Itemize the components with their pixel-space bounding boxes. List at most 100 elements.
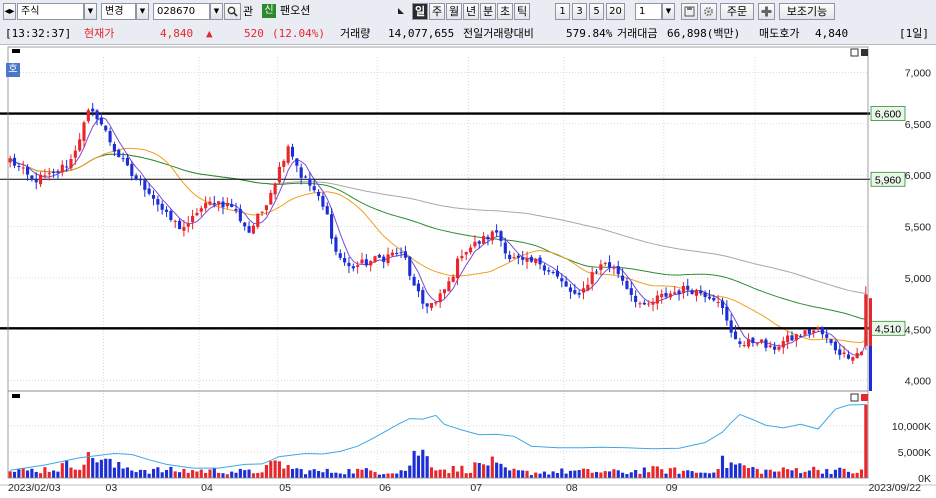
volume-bar-142 [625, 474, 629, 478]
candle-body-176 [773, 346, 777, 350]
candle-body-63 [282, 160, 286, 167]
candle-body-100 [442, 289, 447, 294]
candle-body-95 [421, 290, 425, 304]
ma60-line [9, 153, 866, 320]
x-tick-label-1: 03 [106, 482, 118, 494]
volume-bar-106 [469, 472, 473, 478]
candle-body-89 [395, 253, 399, 255]
search-icon[interactable] [224, 3, 241, 20]
price-tick-label-5: 6,500 [905, 119, 931, 131]
candle-body-178 [781, 340, 785, 348]
candle-body-12 [60, 164, 64, 173]
x-tick-label-2: 04 [201, 482, 213, 494]
candle-body-84 [373, 256, 377, 263]
candle-body-115 [508, 254, 512, 260]
toggle-panel-button[interactable]: ◂▸ [3, 3, 16, 20]
volume-bar-16 [78, 469, 82, 478]
price-panel-restore-icon [850, 48, 859, 57]
candle-body-16 [78, 139, 82, 151]
market-type-dropdown-icon[interactable]: ▼ [84, 3, 97, 20]
level-label-1: 5,960 [875, 174, 901, 186]
period-button-1[interactable]: 주 [429, 3, 445, 20]
volume-bar-109 [482, 464, 486, 478]
stock-code-input[interactable]: 028670 [153, 3, 210, 20]
candle-body-32 [147, 188, 151, 194]
order-button[interactable]: 주문 [720, 3, 754, 20]
volume-panel-handle-icon [12, 394, 20, 398]
interval-button-2[interactable]: 5 [589, 3, 604, 20]
volume-bar-23 [108, 458, 112, 478]
candle-body-104 [460, 256, 464, 259]
stock-name: 팬오션 [280, 4, 311, 17]
candle-body-57 [256, 213, 260, 227]
volume-tick-label-2: 10,000K [892, 421, 931, 433]
change-select[interactable]: 변경 [101, 3, 136, 20]
candle-body-189 [829, 339, 833, 344]
change-dropdown-icon[interactable]: ▼ [136, 3, 149, 20]
candle-body-19 [91, 108, 95, 112]
volume-bar-89 [395, 473, 399, 478]
price-panel-close-icon [861, 49, 868, 56]
candle-body-71 [316, 191, 321, 196]
candle-body-7 [39, 174, 43, 185]
volume-bar-179 [786, 469, 790, 478]
volume-bar-129 [568, 470, 573, 478]
candle-body-24 [112, 144, 116, 152]
volume-bar-111 [490, 456, 494, 478]
save-icon[interactable] [681, 3, 698, 20]
volume-bar-163 [716, 469, 720, 478]
stock-code-dropdown-icon[interactable]: ▼ [210, 3, 223, 20]
candle-body-111 [490, 231, 494, 241]
candle-body-18 [86, 110, 90, 122]
volume-bar-98 [434, 470, 438, 478]
period-button-3[interactable]: 년 [463, 3, 479, 20]
volume-bar-48 [217, 472, 221, 478]
period-button-2[interactable]: 월 [446, 3, 462, 20]
volume-bar-157 [690, 471, 694, 478]
candle-body-50 [225, 202, 229, 207]
candle-body-44 [199, 208, 203, 212]
volume-bar-35 [160, 472, 164, 478]
interval-button-3[interactable]: 20 [606, 3, 625, 20]
candle-body-159 [699, 290, 703, 294]
volume-bar-47 [212, 468, 216, 478]
new-badge: 신 [262, 4, 276, 18]
candle-body-86 [382, 256, 386, 262]
volume-bar-158 [694, 472, 698, 478]
period-button-4[interactable]: 분 [480, 3, 496, 20]
period-button-0[interactable]: 일 [412, 3, 428, 20]
period-button-5[interactable]: 초 [497, 3, 513, 20]
prev-price-marker [869, 346, 872, 391]
period-button-6[interactable]: 틱 [514, 3, 530, 20]
candle-body-101 [447, 281, 451, 292]
volume-bar-127 [560, 468, 564, 478]
current-price-marker [869, 298, 872, 363]
candle-body-68 [303, 176, 308, 178]
gear-icon[interactable] [700, 3, 717, 20]
candle-body-22 [104, 125, 108, 131]
volume-bar-0 [8, 471, 12, 478]
volume-bar-140 [616, 470, 620, 478]
candle-body-0 [8, 158, 12, 163]
interval-button-1[interactable]: 3 [572, 3, 587, 20]
ask-price-label: 매도호가 [759, 27, 800, 40]
volume-bar-25 [117, 461, 121, 478]
volume-bar-165 [725, 468, 729, 478]
market-type-select[interactable]: 주식 [17, 3, 84, 20]
volume-bar-126 [555, 473, 560, 478]
candle-body-142 [625, 280, 629, 289]
ma20-line [9, 147, 867, 344]
add-icon[interactable] [758, 3, 775, 20]
volume-bar-134 [590, 472, 594, 478]
candle-body-133 [586, 284, 590, 291]
candle-body-82 [364, 259, 368, 266]
volume-bar-107 [473, 462, 477, 478]
candle-body-85 [377, 254, 381, 258]
candle-body-15 [73, 150, 77, 158]
current-price: 4,840 [160, 27, 194, 40]
aux-function-button[interactable]: 보조기능 [779, 3, 835, 20]
candle-body-107 [473, 241, 477, 247]
interval-input[interactable]: 1 [635, 3, 662, 20]
interval-dropdown-icon[interactable]: ▼ [662, 3, 675, 20]
interval-button-0[interactable]: 1 [555, 3, 570, 20]
